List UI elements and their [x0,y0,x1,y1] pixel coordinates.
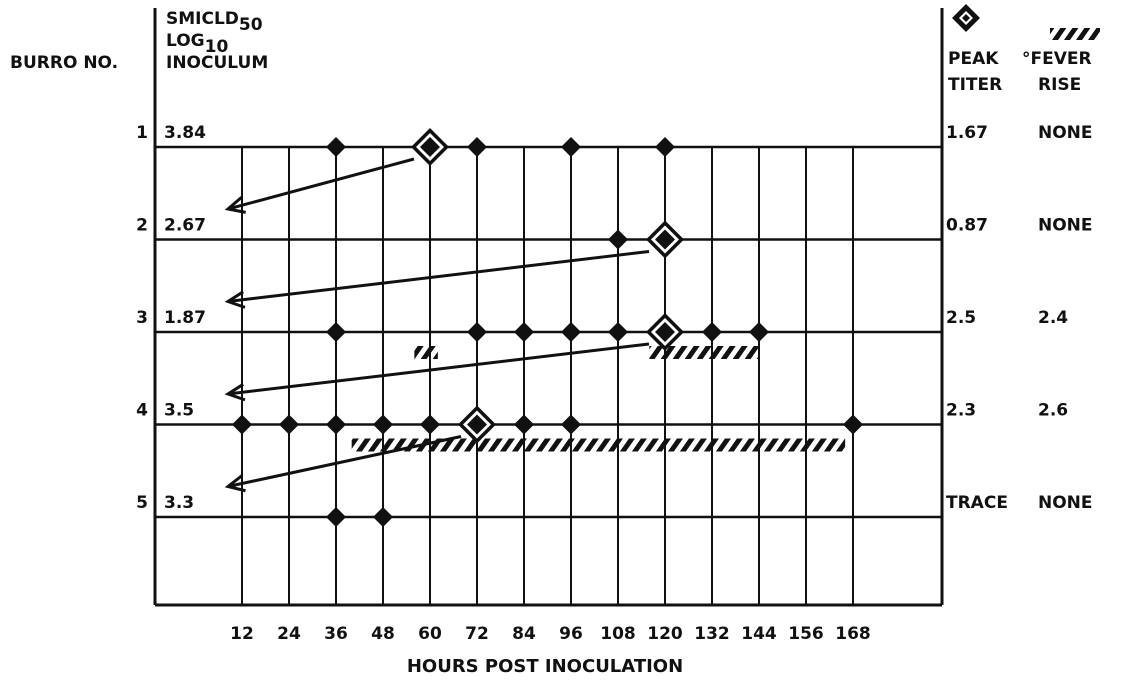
fever-rise-header-line1: °FEVER [1022,49,1092,69]
burro-column-header: BURRO NO. [10,53,118,73]
transfer-arrowhead [224,383,246,402]
x-tick-label: 108 [600,624,636,644]
transfer-arrowhead [224,196,246,214]
peak-titer-point-core [420,137,440,157]
transfer-arrow [227,250,650,303]
peak-titer-header-line1: PEAK [948,49,999,69]
transfer-arrow [227,435,462,488]
x-tick-label: 48 [371,624,395,644]
isolation-point [467,322,487,342]
grid [153,8,944,607]
inoculum-value: 1.87 [164,308,206,328]
peak-titer-legend-icon [952,4,980,32]
transfer-arrowhead [224,474,246,493]
isolation-point [326,414,346,435]
inoculum-value: 2.67 [164,216,206,236]
inoculum-value: 3.84 [164,123,206,143]
fever-rise-value: NONE [1038,493,1093,513]
burro-number: 5 [136,493,148,513]
fever-rise-value: 2.4 [1038,308,1068,328]
x-tick-labels: 12 24 36 48 60 72 84 96 108 120 132 144 156 168 [230,624,871,644]
peak-titer-value: TRACE [946,493,1008,513]
x-tick-label: 144 [741,624,777,644]
transfer-arrow [227,157,415,211]
inoculum-header-line1: SMICLD50 [166,9,263,35]
isolation-point [749,322,769,342]
burro-number: 2 [136,216,148,236]
x-axis-label: HOURS POST INOCULATION [407,656,683,677]
inoculum-value: 3.5 [164,401,194,421]
fever-legend-icon [1050,28,1100,40]
fever-rise-value: NONE [1038,123,1093,143]
x-tick-label: 12 [230,624,254,644]
fever-band [414,346,438,359]
data-points [232,128,863,527]
peak-titer-point-core [467,414,487,435]
fever-band [649,346,759,359]
x-tick-label: 132 [694,624,730,644]
x-tick-label: 84 [512,624,536,644]
isolation-point [514,414,534,435]
isolation-point [373,507,393,527]
fever-rise-header-line2: RISE [1038,75,1081,95]
inoculum-value: 3.3 [164,493,194,513]
inoculum-header-line3: INOCULUM [166,53,268,73]
peak-titer-value: 1.67 [946,123,988,143]
isolation-point [655,137,675,157]
isolation-point [843,414,863,435]
fever-rise-value: NONE [1038,216,1093,236]
peak-titer-value: 0.87 [946,216,988,236]
isolation-point [608,322,628,342]
isolation-point [326,507,346,527]
isolation-point [561,137,581,157]
x-tick-label: 168 [835,624,871,644]
x-tick-label: 156 [788,624,824,644]
isolation-point [561,414,581,435]
fever-bands [351,346,846,452]
isolation-point [326,322,346,342]
isolation-point [561,322,581,342]
isolation-point [702,322,722,342]
isolation-point [279,414,299,435]
burro-number: 1 [136,123,148,143]
row-labels: 1 3.84 1.67 NONE 2 2.67 0.87 NONE 3 1.87 2.5 2.4 4 3.… [136,123,1092,513]
inoculum-header-line2: LOG10 [166,31,228,57]
peak-titer-point-core [655,322,675,342]
peak-titer-point-core [655,229,675,250]
x-tick-label: 36 [324,624,348,644]
fever-rise-value: 2.6 [1038,401,1068,421]
peak-titer-value: 2.5 [946,308,976,328]
isolation-point [420,414,440,435]
transfer-arrowhead [224,290,246,309]
isolation-point [232,414,252,435]
isolation-point [326,137,346,157]
burro-number: 3 [136,308,148,328]
transfer-arrow [227,342,650,396]
x-tick-label: 60 [418,624,442,644]
x-tick-label: 120 [647,624,683,644]
peak-titer-value: 2.3 [946,401,976,421]
isolation-point [467,137,487,157]
burro-number: 4 [136,401,148,421]
peak-titer-header-line2: TITER [948,75,1002,95]
isolation-point [608,229,628,250]
isolation-point [514,322,534,342]
x-tick-label: 96 [559,624,583,644]
transfer-arrows [224,157,650,493]
fever-band [351,438,846,452]
x-tick-label: 72 [465,624,489,644]
x-tick-label: 24 [277,624,301,644]
isolation-point [373,414,393,435]
